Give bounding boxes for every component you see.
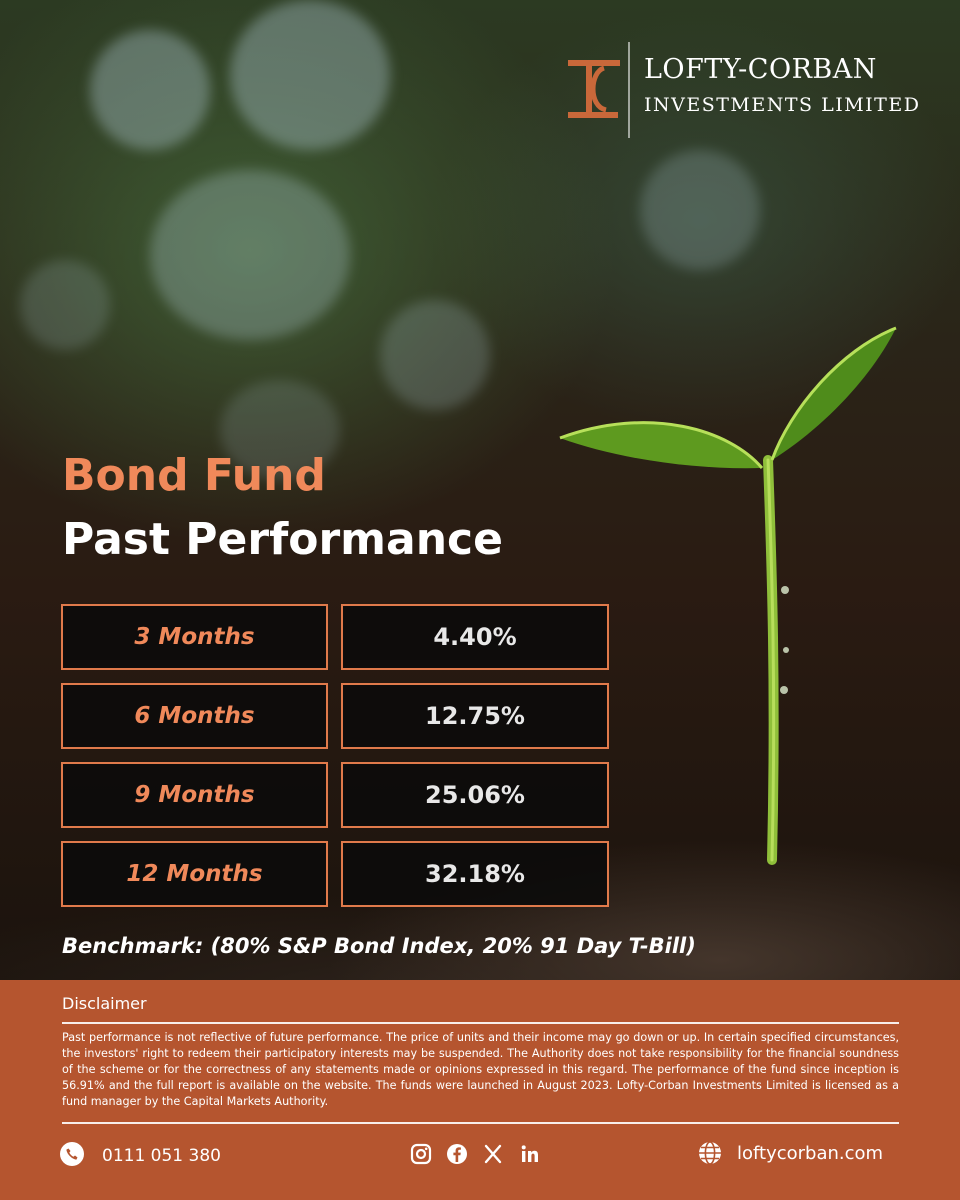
period-label: 3 Months [61,604,328,670]
bokeh-light [380,300,490,410]
bokeh-light [220,380,340,480]
page-title: Past Performance [62,514,503,565]
period-label: 9 Months [61,762,328,828]
facebook-icon[interactable] [445,1142,469,1166]
return-value: 32.18% [341,841,609,907]
period-label: 6 Months [61,683,328,749]
company-name: LOFTY-CORBAN [644,54,877,85]
divider [62,1022,899,1024]
x-icon[interactable] [481,1142,505,1166]
footer: Disclaimer Past performance is not refle… [0,980,960,1200]
performance-row: 12 Months 32.18% [61,841,609,907]
phone-number[interactable]: 0111 051 380 [102,1146,221,1166]
performance-row: 3 Months 4.40% [61,604,609,670]
phone-icon[interactable] [60,1142,84,1166]
bokeh-light [150,170,350,340]
bokeh-light [230,0,390,150]
performance-row: 6 Months 12.75% [61,683,609,749]
instagram-icon[interactable] [409,1142,433,1166]
disclaimer-title: Disclaimer [62,994,147,1013]
company-tagline: INVESTMENTS LIMITED [644,94,921,116]
company-logo: LOFTY-CORBAN INVESTMENTS LIMITED [566,42,919,138]
return-value: 12.75% [341,683,609,749]
lc-monogram-icon [568,60,620,118]
period-label: 12 Months [61,841,328,907]
disclaimer-text: Past performance is not reflective of fu… [62,1031,899,1108]
bokeh-light [90,30,210,150]
logo-divider [628,42,630,138]
return-value: 25.06% [341,762,609,828]
benchmark-note: Benchmark: (80% S&P Bond Index, 20% 91 D… [62,934,696,958]
fund-name: Bond Fund [62,450,326,501]
performance-row: 9 Months 25.06% [61,762,609,828]
bokeh-light [640,150,760,270]
website-link[interactable]: loftycorban.com [737,1143,884,1164]
globe-icon[interactable] [697,1140,723,1166]
bokeh-light [20,260,110,350]
linkedin-icon[interactable] [518,1142,542,1166]
return-value: 4.40% [341,604,609,670]
sprout-illustration [559,326,897,865]
divider [62,1122,899,1124]
